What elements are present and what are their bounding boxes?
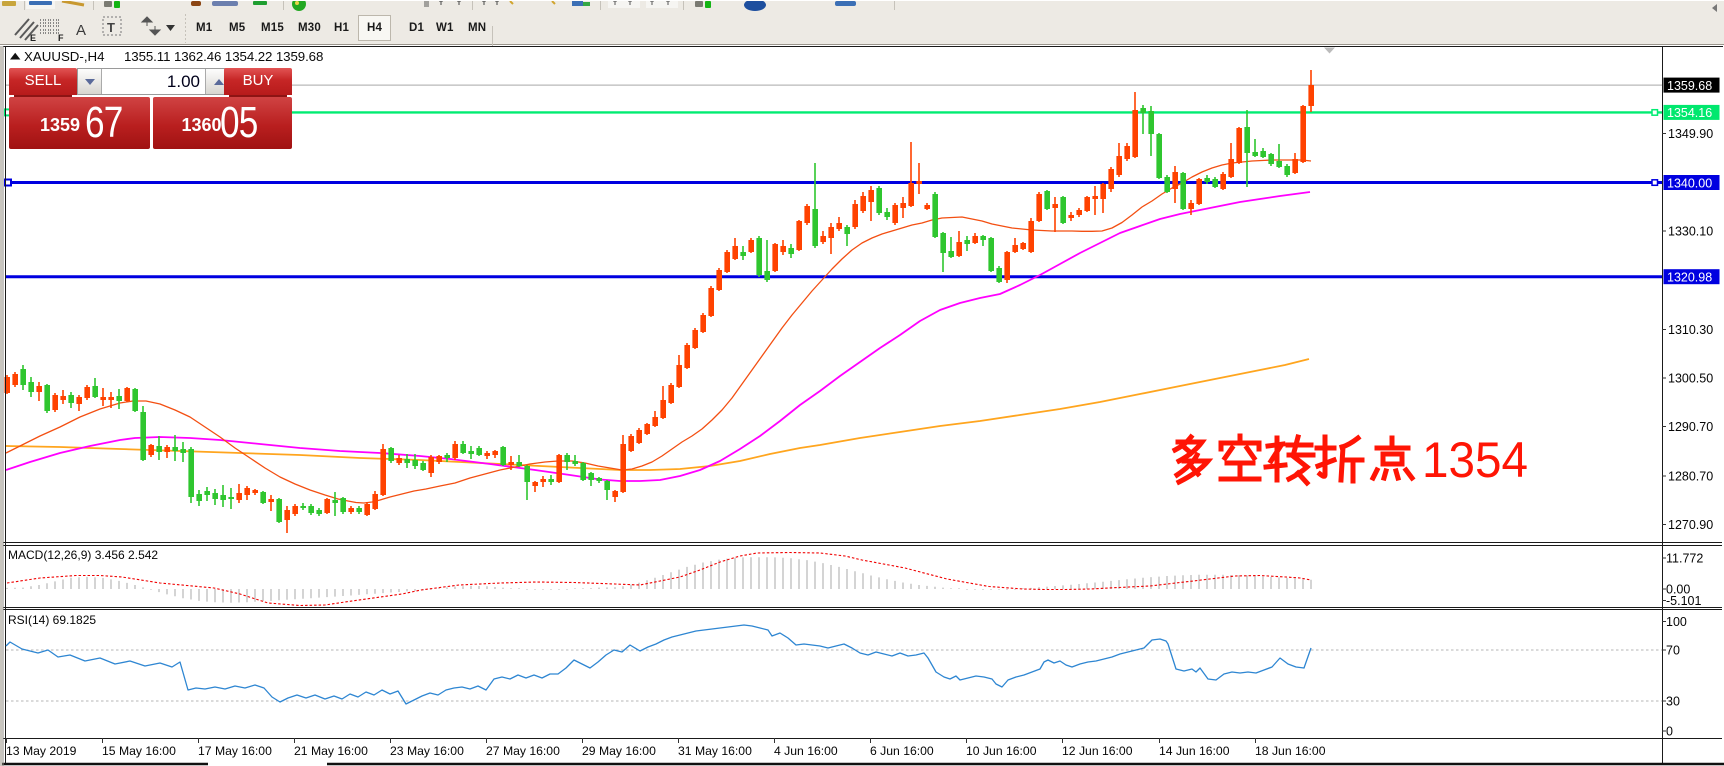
svg-text:23 May 16:00: 23 May 16:00 [390,744,464,758]
svg-text:1280.70: 1280.70 [1668,470,1713,484]
svg-text:4 Jun 16:00: 4 Jun 16:00 [774,744,838,758]
svg-text:6 Jun 16:00: 6 Jun 16:00 [870,744,934,758]
svg-text:E: E [30,33,36,43]
svg-text:30: 30 [1666,695,1680,709]
svg-text:18 Jun 16:00: 18 Jun 16:00 [1255,744,1326,758]
svg-text:100: 100 [1666,615,1687,629]
svg-text:1355.11 1362.46 1354.22 1359.6: 1355.11 1362.46 1354.22 1359.68 [124,49,323,64]
svg-text:XAUUSD-,H4: XAUUSD-,H4 [24,49,105,64]
svg-text:MACD(12,26,9) 3.456 2.542: MACD(12,26,9) 3.456 2.542 [8,548,158,562]
svg-text:1354.16: 1354.16 [1667,106,1712,120]
svg-text:1270.90: 1270.90 [1668,518,1713,532]
svg-text:29 May 16:00: 29 May 16:00 [582,744,656,758]
svg-text:10 Jun 16:00: 10 Jun 16:00 [966,744,1037,758]
svg-text:1354: 1354 [1422,432,1528,488]
svg-text:-5.101: -5.101 [1666,594,1701,608]
svg-text:1320.98: 1320.98 [1667,271,1712,285]
svg-text:1310.30: 1310.30 [1668,323,1713,337]
svg-text:13 May 2019: 13 May 2019 [6,744,77,758]
svg-text:0.00: 0.00 [1666,583,1690,597]
svg-text:15 May 16:00: 15 May 16:00 [102,744,176,758]
svg-text:12 Jun 16:00: 12 Jun 16:00 [1062,744,1133,758]
svg-text:11.772: 11.772 [1666,552,1703,566]
svg-text:1340.00: 1340.00 [1667,176,1712,190]
svg-text:1290.70: 1290.70 [1668,420,1713,434]
svg-text:A: A [76,22,86,39]
svg-text:31 May 16:00: 31 May 16:00 [678,744,752,758]
svg-text:RSI(14) 69.1825: RSI(14) 69.1825 [8,613,96,627]
svg-text:27 May 16:00: 27 May 16:00 [486,744,560,758]
svg-text:1359.68: 1359.68 [1667,79,1712,93]
svg-text:1330.10: 1330.10 [1668,225,1713,239]
svg-text:T: T [107,20,115,35]
svg-text:F: F [58,33,64,43]
svg-text:17 May 16:00: 17 May 16:00 [198,744,272,758]
svg-text:14 Jun 16:00: 14 Jun 16:00 [1159,744,1230,758]
svg-text:70: 70 [1666,644,1680,658]
svg-text:1349.90: 1349.90 [1668,127,1713,141]
svg-text:1300.50: 1300.50 [1668,372,1713,386]
svg-text:0: 0 [1666,725,1673,739]
svg-text:21 May 16:00: 21 May 16:00 [294,744,368,758]
